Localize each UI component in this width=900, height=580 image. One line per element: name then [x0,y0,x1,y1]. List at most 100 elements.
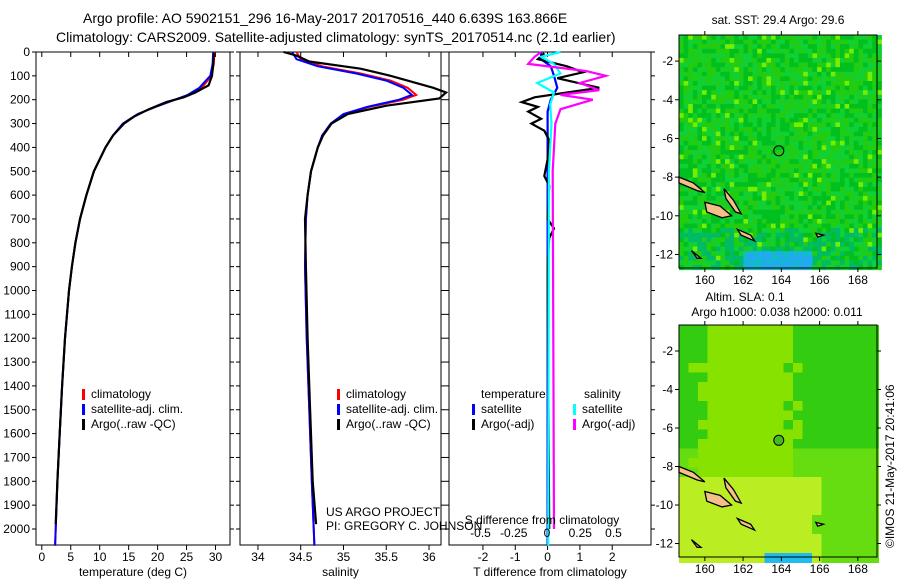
map-cell [807,205,813,211]
map-cell [872,145,878,151]
map-cell [757,200,763,206]
map-cell [679,186,685,192]
map-cell [702,71,708,77]
map-cell [702,67,708,73]
map-cell [826,196,832,202]
map-cell [720,168,726,174]
map-cell [729,58,735,64]
map-cell [849,117,855,123]
map-cell [821,191,827,197]
map-cell [771,113,777,119]
map-cell [720,177,726,183]
map-cell [780,200,786,206]
map-cell [803,76,809,82]
map-cell [755,448,765,459]
map-cell [807,131,813,137]
map-cell [720,237,726,243]
map-cell [835,154,841,160]
map-cell [835,122,841,128]
map-cell [745,429,756,440]
x-tick-label: 15 [122,550,136,564]
map-cell [748,251,754,257]
map-cell [743,94,749,100]
map-cell [835,94,841,100]
lon-tick-label: 166 [810,273,830,287]
map-cell [821,477,832,487]
map-cell [872,163,878,169]
map-cell [775,177,781,183]
map-cell [738,150,744,156]
map-cell [821,209,827,215]
map-cell [734,127,740,133]
map-cell [738,62,744,68]
map-cell [821,67,827,73]
map-cell [807,122,813,128]
map-cell [766,168,772,174]
map-cell [745,372,756,383]
map-cell [752,255,758,261]
map-cell [764,391,775,402]
map-cell [826,58,832,64]
map-cell [698,543,708,554]
map-cell [831,391,841,402]
map-cell [752,150,758,156]
map-cell [738,140,744,146]
map-cell [764,553,775,563]
map-cell [812,410,822,421]
map-cell [715,39,721,45]
map-cell [725,117,731,123]
map-cell [863,108,869,114]
map-cell [867,104,873,110]
map-cell [867,85,873,91]
map-cell [812,81,818,87]
map-cell [826,44,832,50]
map-cell [840,524,851,535]
map-cell [849,177,855,183]
map-cell [784,237,790,243]
map-cell [821,353,832,364]
map-cell [803,90,809,96]
map-cell [734,85,740,91]
map-cell [780,232,786,238]
map-cell [748,196,754,202]
map-cell [812,534,822,544]
map-cell [780,255,786,261]
map-cell [774,477,784,487]
map-cell [761,67,767,73]
map-cell [688,325,699,335]
map-cell [867,251,873,257]
map-cell [766,209,772,215]
map-cell [783,553,794,563]
map-cell [679,363,689,373]
map-cell [745,524,756,535]
map-cell [789,81,795,87]
map-cell [725,150,731,156]
map-cell [748,145,754,151]
map-cell [812,515,822,525]
map-cell [876,62,882,68]
map-cell [702,145,708,151]
map-cell [863,48,869,54]
map-cell [821,99,827,105]
map-cell [812,131,818,137]
map-cell [692,140,698,146]
map-cell [858,205,864,211]
map-cell [798,251,804,257]
map-cell [803,62,809,68]
map-cell [715,219,721,225]
map-cell [683,85,689,91]
map-cell [780,191,786,197]
map-cell [780,44,786,50]
map-cell [783,401,794,411]
map-cell [679,35,685,41]
map-cell [840,71,846,77]
legend-swatch [573,404,576,415]
map-cell [720,122,726,128]
map-cell [775,39,781,45]
map-cell [789,223,795,229]
map-cell [821,543,832,554]
map-cell [720,53,726,59]
map-cell [840,325,851,335]
map-cell [764,420,775,430]
map-cell [761,168,767,174]
